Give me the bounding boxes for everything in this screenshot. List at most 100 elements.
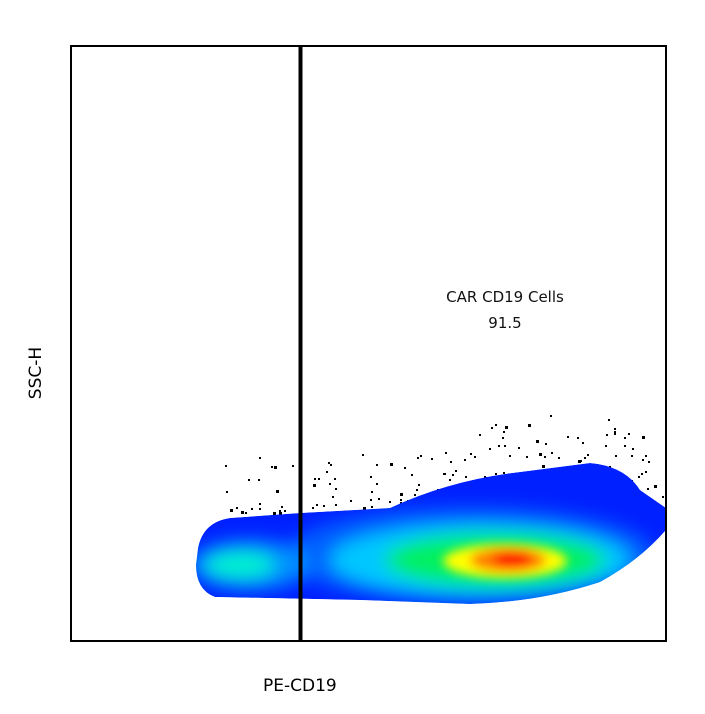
outlier-event xyxy=(628,433,630,435)
outlier-event xyxy=(241,511,244,514)
outlier-event xyxy=(502,437,504,439)
outlier-event xyxy=(328,462,330,464)
outlier-event xyxy=(323,505,325,507)
outlier-event xyxy=(584,457,586,459)
outlier-event xyxy=(362,454,364,456)
outlier-event xyxy=(259,503,261,505)
outlier-event xyxy=(335,504,337,506)
outlier-event xyxy=(400,502,402,504)
outlier-event xyxy=(551,452,553,454)
outlier-event xyxy=(431,458,433,460)
outlier-event xyxy=(544,456,546,458)
outlier-event xyxy=(614,428,616,430)
outlier-event xyxy=(312,507,314,509)
outlier-event xyxy=(526,456,528,458)
outlier-event xyxy=(539,453,542,456)
outlier-event xyxy=(292,465,294,467)
outlier-event xyxy=(505,426,508,429)
x-axis-label: PE-CD19 xyxy=(263,676,337,696)
outlier-event xyxy=(624,437,626,439)
outlier-event xyxy=(567,436,569,438)
outlier-event xyxy=(371,506,373,508)
outlier-event xyxy=(642,436,645,439)
outlier-event xyxy=(632,448,634,450)
outlier-event xyxy=(503,472,505,474)
outlier-event xyxy=(474,456,476,458)
outlier-event xyxy=(479,434,481,436)
outlier-event xyxy=(371,491,373,493)
outlier-event xyxy=(654,485,657,488)
outlier-event xyxy=(259,457,261,459)
outlier-event xyxy=(614,433,616,435)
outlier-event xyxy=(495,473,497,475)
outlier-event xyxy=(400,493,403,496)
outlier-event xyxy=(414,494,416,496)
gate-label: CAR CD19 Cells xyxy=(446,288,564,306)
outlier-event xyxy=(284,510,286,512)
outlier-event xyxy=(578,460,581,463)
outlier-event xyxy=(248,479,250,481)
outlier-event xyxy=(313,484,316,487)
outlier-event xyxy=(276,490,279,493)
outlier-event xyxy=(378,498,380,500)
gate-percentage: 91.5 xyxy=(488,314,522,332)
outlier-event xyxy=(225,465,227,467)
outlier-event xyxy=(495,424,497,426)
outlier-event xyxy=(491,427,493,429)
outlier-event xyxy=(251,508,253,510)
outlier-event xyxy=(281,506,283,508)
outlier-event xyxy=(638,476,640,478)
outlier-event xyxy=(605,445,607,447)
outlier-event xyxy=(279,510,281,512)
outlier-event xyxy=(418,484,420,486)
outlier-event xyxy=(411,474,413,476)
outlier-event xyxy=(274,466,277,469)
outlier-event xyxy=(258,479,260,481)
outlier-event xyxy=(645,471,647,473)
outlier-event xyxy=(455,470,457,472)
outlier-event xyxy=(363,507,366,510)
outlier-event xyxy=(236,507,238,509)
outlier-event xyxy=(330,464,332,466)
outlier-event xyxy=(642,459,644,461)
outlier-event xyxy=(662,496,664,498)
outlier-event xyxy=(420,455,422,457)
outlier-event xyxy=(608,419,610,421)
outlier-event xyxy=(577,437,579,439)
outlier-event xyxy=(390,463,393,466)
outlier-event xyxy=(558,457,560,459)
outlier-event xyxy=(624,445,626,447)
outlier-event xyxy=(615,455,617,457)
outlier-event xyxy=(314,478,316,480)
outlier-event xyxy=(316,504,318,506)
outlier-event xyxy=(631,455,633,457)
y-axis-label: SSC-H xyxy=(26,346,46,400)
outlier-event xyxy=(416,489,418,491)
outlier-event xyxy=(645,455,647,457)
plot-frame xyxy=(70,45,667,642)
outlier-event xyxy=(271,466,273,468)
outlier-event xyxy=(464,459,466,461)
outlier-event xyxy=(226,491,228,493)
outlier-event xyxy=(536,440,539,443)
outlier-event xyxy=(334,478,336,480)
outlier-event xyxy=(587,454,589,456)
outlier-event xyxy=(318,478,320,480)
outlier-event xyxy=(335,488,337,490)
outlier-event xyxy=(542,465,545,468)
outlier-event xyxy=(647,488,649,490)
outlier-event xyxy=(400,499,402,501)
density-population xyxy=(196,463,666,604)
outlier-event xyxy=(641,473,643,475)
outlier-event xyxy=(350,500,352,502)
outlier-event xyxy=(550,415,552,417)
outlier-event xyxy=(245,512,247,514)
outlier-event xyxy=(470,453,472,455)
outlier-event xyxy=(484,476,486,478)
outlier-event xyxy=(614,431,616,433)
outlier-event xyxy=(376,464,378,466)
outlier-event xyxy=(273,512,276,515)
outlier-event xyxy=(489,448,491,450)
outlier-event xyxy=(376,483,378,485)
